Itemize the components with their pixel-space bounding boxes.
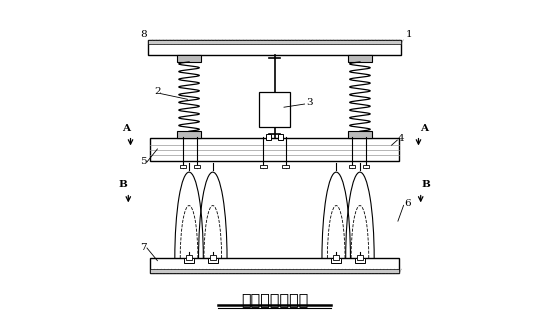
Bar [357,255,363,260]
Bar [149,269,400,273]
Bar [208,258,217,263]
Text: A: A [122,124,130,133]
Bar [332,258,341,263]
Text: 8: 8 [140,30,147,39]
Bar [348,55,372,62]
Text: A: A [420,124,428,133]
Bar [210,255,216,260]
Bar [186,255,192,260]
Bar [184,258,194,263]
Text: 7: 7 [140,242,147,251]
Bar [148,40,401,55]
Text: B: B [421,180,430,189]
Text: 5: 5 [140,156,147,166]
Bar [355,258,365,263]
Text: B: B [119,180,128,189]
Bar [348,131,372,138]
Text: 4: 4 [398,134,405,143]
Bar [278,134,283,140]
Bar [349,165,355,168]
Bar [260,165,267,168]
Bar [194,165,200,168]
Bar [148,40,401,44]
Bar [149,258,400,273]
Text: 复合式隔振装置: 复合式隔振装置 [241,292,308,307]
Bar [266,134,271,140]
Bar [333,255,339,260]
Bar [282,165,289,168]
Text: 3: 3 [306,98,312,107]
Text: 2: 2 [154,87,161,96]
Text: 1: 1 [406,30,412,39]
Bar [363,165,369,168]
Bar [177,131,201,138]
Bar [180,165,186,168]
Bar [149,138,400,161]
Text: 6: 6 [404,199,411,208]
Bar [177,55,201,62]
Bar [260,92,289,127]
